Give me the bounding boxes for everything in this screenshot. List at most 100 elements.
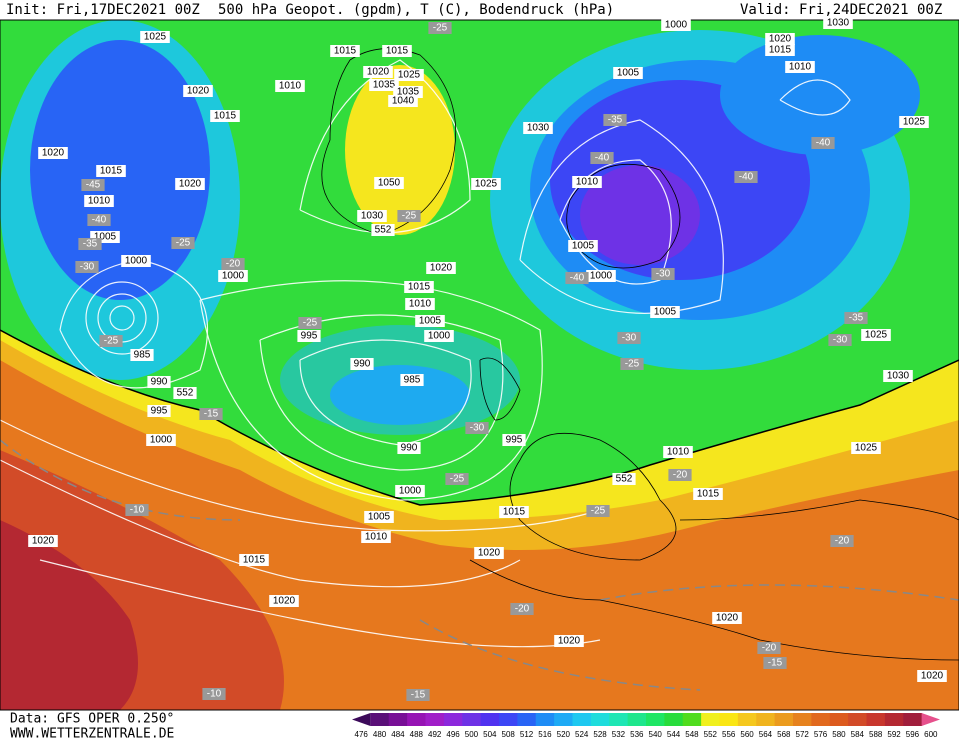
pressure-label: 1010 [365,532,388,543]
colorbar-label: 572 [796,730,810,739]
pressure-label-box [210,110,240,122]
colorbar-swatch [646,713,665,726]
pressure-label-box [474,547,504,559]
colorbar-swatch [609,713,629,726]
pressure-label: 1015 [334,46,357,57]
pressure-label-box [357,210,387,222]
pressure-label-box [363,66,393,78]
pressure-label: 1020 [769,34,792,45]
pressure-label: 1015 [214,111,237,122]
pressure-label: 1015 [100,166,123,177]
colorbar-swatch [443,713,463,726]
colorbar-label: 560 [740,730,754,739]
temperature-label-box [734,171,758,183]
temperature-label: -40 [739,172,754,183]
colorbar-arrow [352,713,371,726]
colorbar-swatch [388,713,408,726]
colorbar-label: 552 [704,730,718,739]
pressure-label: 1025 [903,117,926,128]
pressure-label-box [405,298,435,310]
pressure-label-box [218,270,248,282]
temperature-label: -20 [515,604,530,615]
pressure-label: 1020 [558,636,581,647]
temperature-label: -35 [83,239,98,250]
pressure-label: 995 [506,435,523,446]
temperature-label-box [406,689,430,701]
colorbar-label: 500 [465,730,479,739]
pressure-label-box [424,330,454,342]
temperature-label: -40 [595,153,610,164]
pressure-label-box [388,95,418,107]
colorbar-swatch [517,713,537,726]
temperature-label: -20 [673,470,688,481]
colorbar: 476 480 484 488 492 496 500 504 508 512 516 520 524 5… [352,713,940,739]
pressure-label-box [28,535,58,547]
pressure-label-box [612,473,636,485]
temperature-label: -20 [762,643,777,654]
pressure-label: 1020 [367,67,390,78]
colorbar-label: 584 [851,730,865,739]
temperature-label: -25 [625,359,640,370]
temperature-label: -30 [80,262,95,273]
colorbar-label: 484 [391,730,405,739]
pressure-label-box [382,45,412,57]
pressure-label: 1000 [590,271,613,282]
pressure-label: 1020 [179,179,202,190]
pressure-label-box [146,434,176,446]
pressure-label: 1025 [865,330,888,341]
pressure-label-box [275,80,305,92]
pressure-label-box [84,195,114,207]
temperature-label-box [221,258,245,270]
pressure-label: 1000 [428,331,451,342]
temperature-label: -20 [226,259,241,270]
pressure-label: 1020 [716,613,739,624]
temperature-label-box [603,114,627,126]
pressure-label: 1010 [88,196,111,207]
temperature-label: -25 [176,238,191,249]
pressure-label: 1025 [475,179,498,190]
colorbar-swatch [499,713,518,726]
pressure-label: 1030 [361,211,384,222]
colorbar-label: 532 [612,730,626,739]
pressure-label-box [364,511,394,523]
colorbar-label: 600 [924,730,938,739]
temperature-label-box [757,642,781,654]
colorbar-swatch [627,713,647,726]
temperature-label-box [397,210,421,222]
pressure-label-box [96,165,126,177]
temperature-label: -25 [450,474,465,485]
temperature-label-box [830,535,854,547]
hottest-field [0,520,138,710]
pressure-label: 1015 [697,489,720,500]
pressure-label: 1020 [273,596,296,607]
pressure-label-box [861,329,891,341]
pressure-label: 1000 [222,271,245,282]
ne-cold-field [720,35,920,155]
colorbar-swatch [407,713,426,726]
pressure-label-box [765,33,795,45]
temperature-label-box [590,152,614,164]
colorbar-swatch [664,713,684,726]
pressure-label-box [374,177,404,189]
temperature-label-box [828,334,852,346]
pressure-label-box [404,281,434,293]
colorbar-swatch [572,713,592,726]
pressure-label: 1000 [399,486,422,497]
pressure-label-box [415,315,445,327]
colorbar-label: 476 [355,730,369,739]
pressure-label-box [693,488,723,500]
temperature-label-box [844,312,868,324]
temperature-label: -40 [570,273,585,284]
colorbar-swatch [848,713,867,726]
colorbar-swatch [425,713,445,726]
pressure-label-box [121,255,151,267]
pressure-label: 1015 [408,282,431,293]
colorbar-label: 516 [538,730,552,739]
colorbar-label: 536 [630,730,644,739]
pressure-label: 1030 [827,18,850,29]
pressure-label: 990 [401,443,418,454]
temperature-label: -30 [833,335,848,346]
temperature-label: -15 [411,690,426,701]
colorbar-label: 548 [685,730,699,739]
temperature-label: -10 [130,505,145,516]
